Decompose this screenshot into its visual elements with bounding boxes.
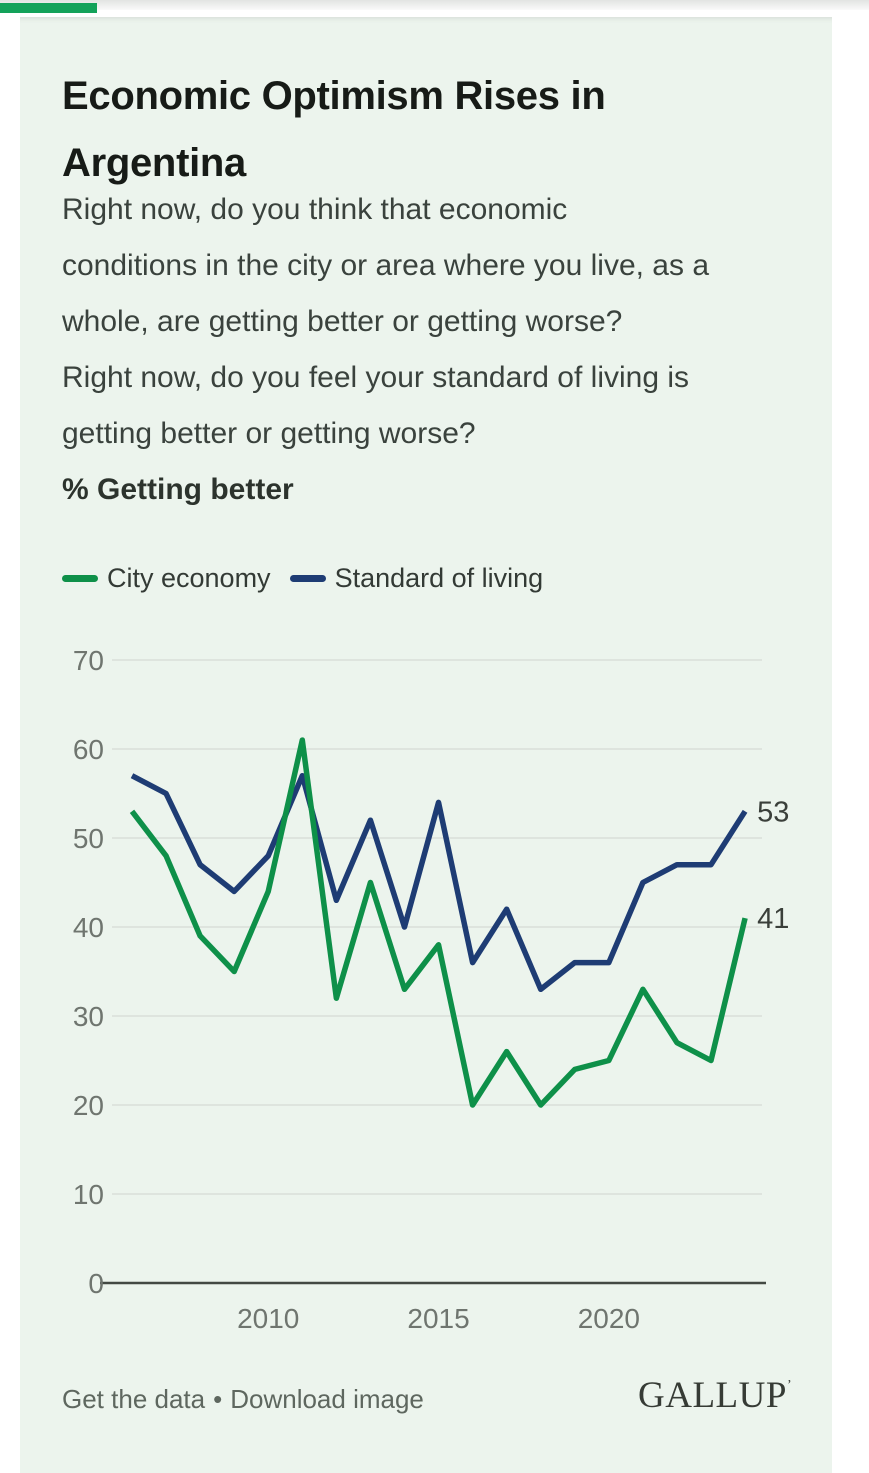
city-economy-swatch (62, 574, 98, 582)
standard-of-living-swatch (289, 574, 326, 582)
logo-trademark: ’ (786, 1378, 793, 1393)
y-tick-label-70: 70 (73, 645, 104, 676)
end-label-standard-of-living: 53 (757, 796, 789, 828)
x-tick-label-2015: 2015 (407, 1303, 469, 1334)
download-image-link[interactable]: Download image (230, 1384, 424, 1414)
top-progress-track (0, 0, 869, 10)
y-tick-label-30: 30 (73, 1001, 104, 1032)
y-tick-label-20: 20 (73, 1090, 104, 1121)
end-label-city-economy: 41 (757, 903, 789, 935)
x-tick-label-2010: 2010 (237, 1303, 299, 1334)
legend-label-standard-of-living: Standard of living (334, 562, 544, 593)
metric-label: % Getting better (62, 473, 294, 506)
y-tick-label-60: 60 (73, 734, 104, 765)
legend-item-city-economy: City economy (62, 563, 271, 594)
gallup-logo[interactable]: GALLUP’ (638, 1375, 793, 1416)
chart-card (20, 17, 832, 1473)
trend-chart: 0 10 20 30 40 50 60 70 2010 2015 2020 53 41 (73, 645, 790, 1334)
legend-label-city-economy: City economy (107, 562, 271, 593)
y-tick-label-10: 10 (73, 1179, 104, 1210)
y-tick-label-0: 0 (88, 1268, 104, 1299)
question-block: Right now, do you think that economic co… (62, 182, 807, 518)
footer-links: Get the data • Download image (62, 1384, 424, 1415)
legend-item-standard-of-living: Standard of living (289, 562, 544, 594)
series-line-city-economy (129, 737, 748, 1108)
footer-separator: • (213, 1384, 223, 1414)
top-progress-fill (0, 3, 97, 13)
series-line-standard-of-living (130, 772, 748, 993)
y-tick-label-40: 40 (73, 912, 104, 943)
chart-legend: City economy Standard of living (62, 558, 543, 598)
y-tick-label-50: 50 (73, 823, 104, 854)
page-title: Economic Optimism Rises in Argentina (62, 73, 606, 185)
x-tick-label-2020: 2020 (578, 1303, 640, 1334)
question-text: Right now, do you think that economic co… (62, 193, 710, 450)
get-the-data-link[interactable]: Get the data (62, 1384, 206, 1414)
